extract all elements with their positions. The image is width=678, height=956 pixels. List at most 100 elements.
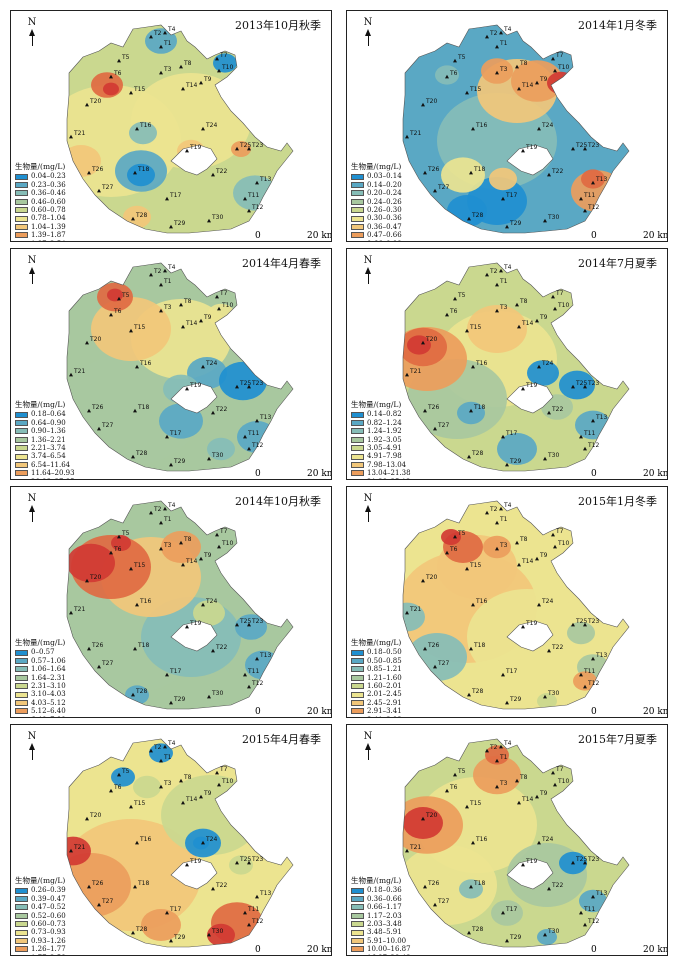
contour-zone xyxy=(231,141,251,157)
north-arrow-icon xyxy=(365,505,371,512)
site-marker xyxy=(495,44,499,49)
contour-zone xyxy=(457,401,485,425)
site-marker xyxy=(217,306,221,311)
site-marker xyxy=(543,694,547,699)
legend-swatch xyxy=(15,691,28,698)
site-label: T16 xyxy=(139,836,151,843)
site-marker xyxy=(521,624,525,629)
legend-range: 2.01–2.45 xyxy=(367,690,402,699)
site-marker xyxy=(163,268,167,273)
legend-swatch xyxy=(15,436,28,443)
site-marker xyxy=(521,386,525,391)
legend-swatch xyxy=(351,649,364,656)
contour-zone xyxy=(567,621,595,645)
site-marker xyxy=(135,602,139,607)
legend: 生物量/(mg/L) 0.18–0.36 0.36–0.66 0.66–1.17 1.… xyxy=(351,876,411,955)
site-label: T30 xyxy=(211,690,223,697)
site-label: T18 xyxy=(473,404,485,411)
site-marker xyxy=(255,180,259,185)
legend-range: 0.14–0.82 xyxy=(367,410,402,419)
legend-item: 5.12–6.40 xyxy=(15,707,66,715)
legend-item: 0.57–1.06 xyxy=(15,657,66,665)
site-marker xyxy=(499,30,503,35)
site-marker xyxy=(495,520,499,525)
site-label: T24 xyxy=(541,598,553,605)
site-label: T22 xyxy=(551,882,563,889)
site-label: T18 xyxy=(137,880,149,887)
site-marker xyxy=(207,932,211,937)
legend-item: 2.45–2.91 xyxy=(351,699,402,707)
site-label: T22 xyxy=(551,168,563,175)
site-marker xyxy=(579,910,583,915)
map-panel-5: T1 T2 T3 T4 T5 T6 T7 T8 T9 T10 T11 T12 T13 T14 T15 T16 T… xyxy=(10,486,332,718)
lake-shoreline xyxy=(402,262,630,472)
site-label: T21 xyxy=(73,130,85,137)
site-label: T17 xyxy=(505,906,517,913)
north-arrow-icon xyxy=(29,743,35,750)
legend-swatch xyxy=(351,420,364,427)
site-label: T27 xyxy=(437,898,449,905)
scale-zero: 0 xyxy=(591,231,597,241)
site-marker xyxy=(199,318,203,323)
contour-zone xyxy=(407,633,467,681)
legend-swatch xyxy=(351,929,364,936)
site-marker xyxy=(97,902,101,907)
legend-swatch xyxy=(351,428,364,435)
site-marker xyxy=(211,648,215,653)
legend-range: 0.36–0.66 xyxy=(367,894,402,903)
site-label: T10 xyxy=(557,302,569,309)
site-marker xyxy=(149,272,153,277)
site-marker xyxy=(243,196,247,201)
site-label: T17 xyxy=(505,668,517,675)
scale-distance: 20 km xyxy=(307,469,331,479)
site-label: T12 xyxy=(587,204,599,211)
site-label: T28 xyxy=(471,212,483,219)
contour-zone xyxy=(467,305,527,353)
legend-range: 1.21–1.60 xyxy=(367,673,402,682)
legend-item: 0.93–1.26 xyxy=(15,937,66,945)
site-marker xyxy=(135,126,139,131)
legend-swatch xyxy=(351,190,364,197)
site-label: T13 xyxy=(259,652,271,659)
site-label: T3 xyxy=(499,66,508,73)
site-label: T30 xyxy=(211,214,223,221)
legend-swatch xyxy=(351,887,364,894)
legend-item: 2.91–3.41 xyxy=(351,707,402,715)
legend-item: 2.03–3.48 xyxy=(351,920,411,928)
legend-swatch xyxy=(15,224,28,231)
legend-item: 0.78–1.04 xyxy=(15,214,66,222)
legend-item: 1.17–2.03 xyxy=(351,912,411,920)
north-label: N xyxy=(363,731,373,742)
site-label: T10 xyxy=(221,778,233,785)
site-label: T22 xyxy=(215,644,227,651)
north-arrow: N xyxy=(361,17,375,46)
site-marker xyxy=(495,546,499,551)
north-arrow-icon xyxy=(29,505,35,512)
site-marker xyxy=(97,664,101,669)
site-marker xyxy=(69,372,73,377)
scale-distance: 20 km xyxy=(307,231,331,241)
site-marker xyxy=(537,602,541,607)
contour-zone xyxy=(441,529,461,545)
north-arrow-icon xyxy=(365,29,371,36)
site-marker xyxy=(465,328,469,333)
legend-range: 0.66–0.99 xyxy=(367,240,402,241)
contour-zone xyxy=(491,900,523,926)
site-label: T17 xyxy=(169,668,181,675)
legend-item: 20.93–37.85 xyxy=(15,478,75,479)
panel-title: 2015年7月夏季 xyxy=(578,733,657,746)
site-label: T18 xyxy=(473,166,485,173)
island xyxy=(506,144,554,176)
site-label: T1 xyxy=(499,278,508,285)
lake-shoreline xyxy=(66,500,294,710)
island xyxy=(170,382,218,414)
site-marker xyxy=(181,800,185,805)
legend-range: 3.74–6.54 xyxy=(31,452,66,461)
legend-range: 5.12–6.40 xyxy=(31,707,66,716)
site-marker xyxy=(69,610,73,615)
legend-swatch xyxy=(351,666,364,673)
